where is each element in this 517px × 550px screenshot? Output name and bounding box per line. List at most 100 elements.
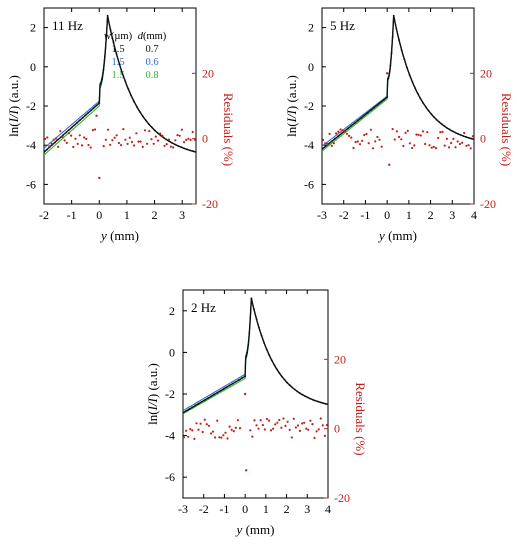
data-point	[127, 87, 130, 90]
residual-point	[44, 137, 47, 140]
x-tick-label: 0	[96, 208, 102, 222]
residual-point	[445, 137, 448, 140]
residual-point	[191, 429, 194, 432]
x-tick-label: 0	[384, 208, 390, 222]
data-point	[403, 58, 406, 61]
data-point	[306, 396, 309, 399]
data-point	[319, 401, 322, 404]
data-point	[68, 129, 70, 131]
data-point	[451, 130, 454, 133]
x-tick-label: 4	[325, 502, 331, 516]
residual-point	[267, 419, 271, 422]
residual-point	[193, 138, 196, 141]
residual-point	[201, 430, 204, 434]
data-point	[44, 151, 45, 153]
residual-point	[234, 426, 237, 429]
residual-point	[167, 138, 170, 141]
data-point	[103, 56, 106, 58]
y-tick-label: -6	[165, 470, 175, 484]
residual-point	[146, 142, 149, 145]
legend-w-value: 1.5	[111, 44, 124, 55]
residual-point	[325, 423, 328, 427]
residual-point	[415, 133, 418, 136]
data-point	[422, 102, 424, 104]
data-point	[430, 113, 433, 115]
residual-point	[135, 132, 138, 135]
residual-point	[54, 137, 58, 140]
legend: w(µm) d(mm) 1.5 0.7 1.5 0.6 1.5 0.8	[104, 31, 167, 81]
data-point	[265, 348, 268, 351]
data-point	[133, 100, 136, 103]
data-point	[424, 106, 427, 108]
residual-point	[395, 130, 398, 133]
residual-point	[465, 144, 468, 147]
residual-point	[294, 426, 297, 429]
residual-point	[326, 142, 329, 145]
residual-point	[374, 140, 377, 143]
data-point	[311, 398, 314, 401]
y-tick-label: -2	[165, 387, 175, 401]
data-point	[360, 117, 362, 119]
residual-point	[467, 144, 470, 147]
plot-area	[44, 14, 196, 180]
x-tick-label: -1	[360, 208, 370, 222]
data-point	[153, 129, 156, 132]
y2-tick-label: -20	[202, 197, 218, 211]
y2-tick-label: -20	[480, 197, 496, 211]
residual-point	[124, 138, 127, 141]
x-tick-label: -2	[339, 208, 349, 222]
residual-point	[117, 141, 120, 145]
residual-point	[408, 142, 411, 145]
data-point	[145, 119, 147, 122]
data-point	[73, 124, 76, 126]
data-point	[322, 148, 323, 150]
residual-point	[91, 129, 94, 132]
data-point	[314, 399, 317, 402]
y-tick-label: -2	[26, 99, 36, 113]
residual-point	[70, 134, 73, 137]
data-point	[147, 123, 150, 125]
residual-point	[286, 420, 289, 423]
residual-point	[220, 436, 223, 439]
data-point	[391, 36, 394, 38]
y-tick-label: -4	[26, 138, 36, 152]
residual-point	[183, 141, 186, 144]
x-tick-label: -1	[67, 208, 77, 222]
residual-point	[450, 141, 453, 145]
residual-point	[309, 419, 312, 422]
y-tick-label: -4	[304, 138, 314, 152]
residual-point	[183, 436, 186, 439]
residual-point	[441, 130, 444, 133]
residual-point	[128, 136, 131, 139]
data-point	[340, 132, 343, 135]
residual-point	[356, 140, 359, 143]
legend-w-value: 1.5	[111, 70, 124, 81]
data-point	[301, 393, 304, 396]
data-point	[441, 123, 443, 126]
data-point	[462, 135, 465, 137]
residual-point	[189, 428, 192, 431]
residual-point	[174, 139, 177, 142]
residual-point	[150, 138, 153, 141]
residual-point	[319, 417, 322, 420]
residual-point	[269, 429, 273, 432]
residual-point	[65, 141, 68, 144]
residual-point	[439, 131, 442, 134]
residual-point	[432, 145, 435, 148]
residual-point	[276, 421, 279, 424]
residual-point	[46, 136, 49, 139]
residual-point	[301, 422, 304, 425]
residual-point	[222, 434, 225, 437]
x-tick-label: -2	[199, 502, 209, 516]
data-point	[162, 136, 165, 139]
residual-point	[48, 145, 51, 148]
data-point	[253, 308, 255, 311]
residual-point	[323, 434, 326, 437]
residual-point	[139, 140, 142, 143]
residual-point	[207, 424, 210, 427]
data-point	[370, 109, 372, 112]
residual-point	[187, 137, 190, 140]
residual-point	[345, 132, 349, 135]
